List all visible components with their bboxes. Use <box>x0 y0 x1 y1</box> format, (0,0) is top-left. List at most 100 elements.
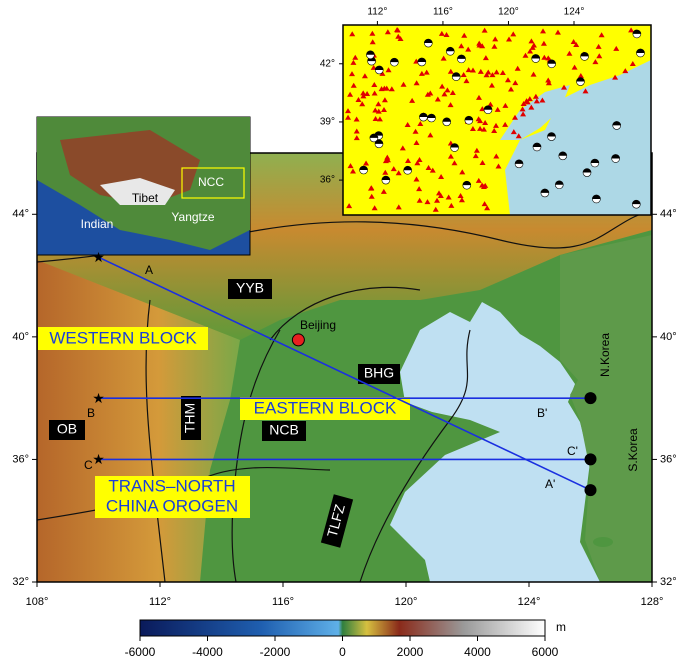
country-label: S.Korea <box>626 428 640 472</box>
label-box <box>95 476 250 518</box>
station <box>514 65 521 71</box>
station <box>353 135 360 141</box>
station <box>427 132 434 138</box>
profile-start: ★ <box>92 390 105 406</box>
station <box>582 88 589 94</box>
overview-label: NCC <box>198 175 224 189</box>
station <box>577 72 584 78</box>
station <box>418 70 425 76</box>
station <box>363 160 370 166</box>
station <box>520 111 527 117</box>
focal-mechanism <box>374 131 383 136</box>
station <box>355 97 362 103</box>
station <box>394 27 401 33</box>
station <box>359 101 366 107</box>
station <box>502 102 509 108</box>
station <box>463 78 470 84</box>
profile-label: C' <box>567 444 578 458</box>
colorbar <box>139 619 546 637</box>
overview-label: Indian <box>81 217 114 231</box>
focal-mechanism <box>580 52 589 57</box>
station <box>361 73 368 79</box>
focal-mechanism <box>403 166 412 171</box>
station <box>380 188 387 194</box>
station <box>445 194 452 200</box>
station <box>384 154 391 160</box>
focal-mechanism <box>540 188 549 193</box>
station <box>528 104 535 110</box>
focal-mechanism <box>390 58 399 63</box>
station <box>439 83 446 89</box>
station <box>540 40 547 46</box>
station <box>522 52 529 58</box>
focal-mechanism <box>531 54 540 59</box>
colorbar-tick-label: 0 <box>339 645 346 659</box>
station <box>545 80 552 86</box>
station <box>399 145 406 151</box>
station <box>541 54 548 60</box>
colorbar-tick-label: -6000 <box>125 645 156 659</box>
station <box>469 67 476 73</box>
station <box>376 116 383 122</box>
focal-mechanism <box>369 133 378 138</box>
station <box>349 71 356 77</box>
station <box>347 163 354 169</box>
region-label: BHG <box>364 365 394 381</box>
station <box>502 121 509 127</box>
station <box>416 157 423 163</box>
station <box>350 59 357 65</box>
focal-mechanism <box>442 117 451 122</box>
station <box>412 128 419 134</box>
station <box>360 93 367 99</box>
station <box>469 126 476 132</box>
profile-label: C <box>84 458 93 472</box>
station <box>378 86 385 92</box>
station <box>475 177 482 183</box>
station <box>383 85 390 91</box>
station <box>434 197 441 203</box>
lon-tick-label: 124° <box>518 596 541 608</box>
station <box>494 106 501 112</box>
station <box>460 71 467 77</box>
station <box>447 68 454 74</box>
station <box>438 174 445 180</box>
station <box>482 119 489 125</box>
focal-mechanism <box>583 168 592 173</box>
station <box>449 90 456 96</box>
station <box>484 205 491 211</box>
station <box>424 199 431 205</box>
country-label: N.Korea <box>598 333 612 377</box>
focal-mechanism <box>555 180 564 185</box>
focal-mechanism <box>636 48 645 53</box>
station <box>493 69 500 75</box>
station <box>510 31 517 37</box>
lon-tick-label: 128° <box>641 596 664 608</box>
station <box>416 186 423 192</box>
inset-lon-label: 116° <box>433 7 453 18</box>
station <box>598 32 605 38</box>
station <box>425 164 432 170</box>
station <box>523 98 530 104</box>
block-label: EASTERN BLOCK <box>254 398 397 417</box>
lon-tick-label: 112° <box>149 596 171 608</box>
station <box>440 55 447 61</box>
block-label: TRANS–NORTH <box>108 476 235 495</box>
station <box>441 91 448 97</box>
station <box>367 185 374 191</box>
region-label: YYB <box>236 280 264 296</box>
station <box>413 80 420 86</box>
station <box>613 45 620 51</box>
focal-mechanism <box>424 39 433 44</box>
region-label: NCB <box>269 422 299 438</box>
inset-lon-label: 124° <box>564 7 585 18</box>
station <box>483 72 490 78</box>
colorbar-tick-label: 2000 <box>397 645 424 659</box>
station <box>432 206 439 212</box>
station <box>512 80 519 86</box>
inset-lon-label: 112° <box>367 7 387 18</box>
station <box>395 204 402 210</box>
focal-mechanism <box>457 54 466 59</box>
station <box>409 97 416 103</box>
focal-mechanism <box>547 132 556 137</box>
station <box>458 43 465 49</box>
